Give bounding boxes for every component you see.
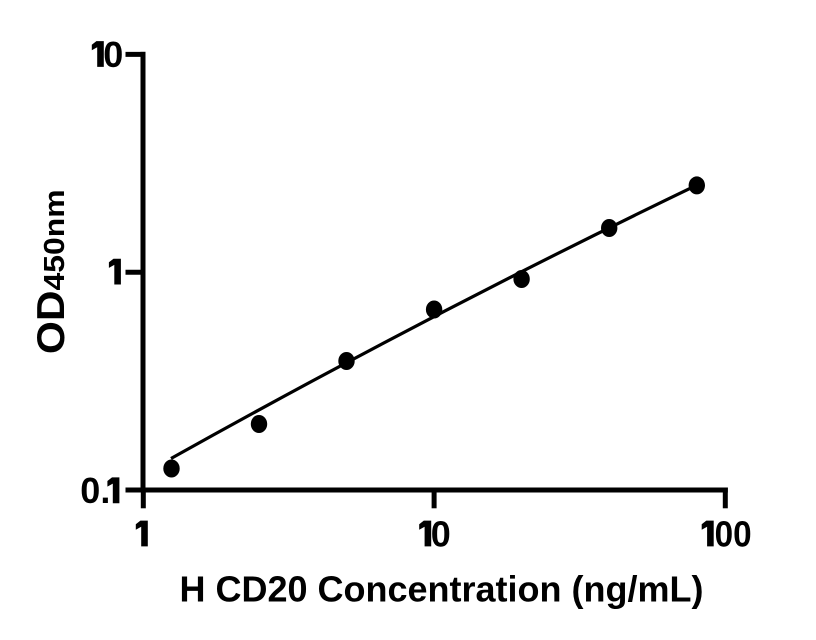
svg-text:0: 0	[431, 513, 451, 554]
svg-text:0.: 0.	[80, 470, 110, 511]
svg-text:H CD20 Concentration (ng/mL): H CD20 Concentration (ng/mL)	[179, 569, 703, 610]
svg-text:00: 00	[715, 513, 752, 554]
svg-text:0: 0	[103, 34, 123, 75]
